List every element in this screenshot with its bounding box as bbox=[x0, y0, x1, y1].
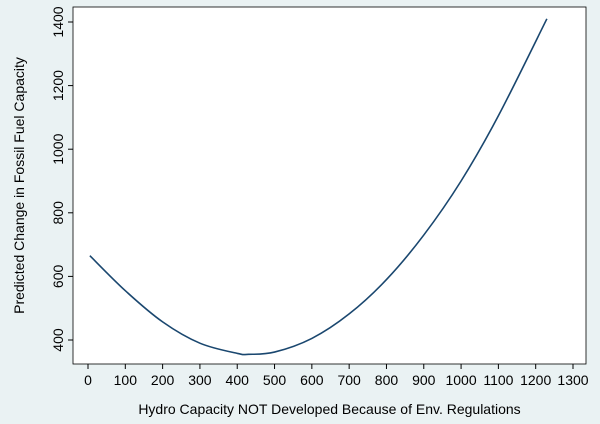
y-tick-label: 1000 bbox=[50, 133, 66, 164]
series-line bbox=[89, 18, 548, 356]
x-tick-label: 1000 bbox=[445, 372, 476, 388]
series-layer bbox=[89, 18, 548, 356]
y-tick-label: 400 bbox=[50, 328, 66, 352]
y-tick-label: 600 bbox=[50, 265, 66, 289]
x-tick-label: 1100 bbox=[483, 372, 513, 388]
x-tick-label: 400 bbox=[226, 372, 250, 388]
y-axis: 400 600 800 1000 1200 1400 bbox=[50, 6, 73, 352]
x-tick-label: 700 bbox=[337, 372, 361, 388]
y-tick-label: 800 bbox=[50, 201, 66, 225]
x-tick-label: 100 bbox=[114, 372, 138, 388]
x-axis-title: Hydro Capacity NOT Developed Because of … bbox=[138, 401, 520, 417]
y-tick-label: 1200 bbox=[50, 70, 66, 101]
x-tick-label: 800 bbox=[375, 372, 399, 388]
x-tick-label: 1300 bbox=[557, 372, 588, 388]
x-tick-label: 500 bbox=[263, 372, 287, 388]
x-tick-label: 300 bbox=[188, 372, 212, 388]
x-tick-label: 200 bbox=[151, 372, 175, 388]
plot-area bbox=[72, 6, 587, 365]
x-tick-label: 900 bbox=[412, 372, 436, 388]
x-axis: 0 100 200 300 400 500 600 700 800 900 1000 1100 1200… bbox=[84, 364, 589, 388]
y-tick-label: 1400 bbox=[50, 6, 66, 37]
y-axis-title: Predicted Change in Fossil Fuel Capacity bbox=[11, 57, 27, 314]
x-tick-label: 0 bbox=[84, 372, 92, 388]
x-tick-label: 600 bbox=[300, 372, 324, 388]
x-tick-label: 1200 bbox=[520, 372, 551, 388]
